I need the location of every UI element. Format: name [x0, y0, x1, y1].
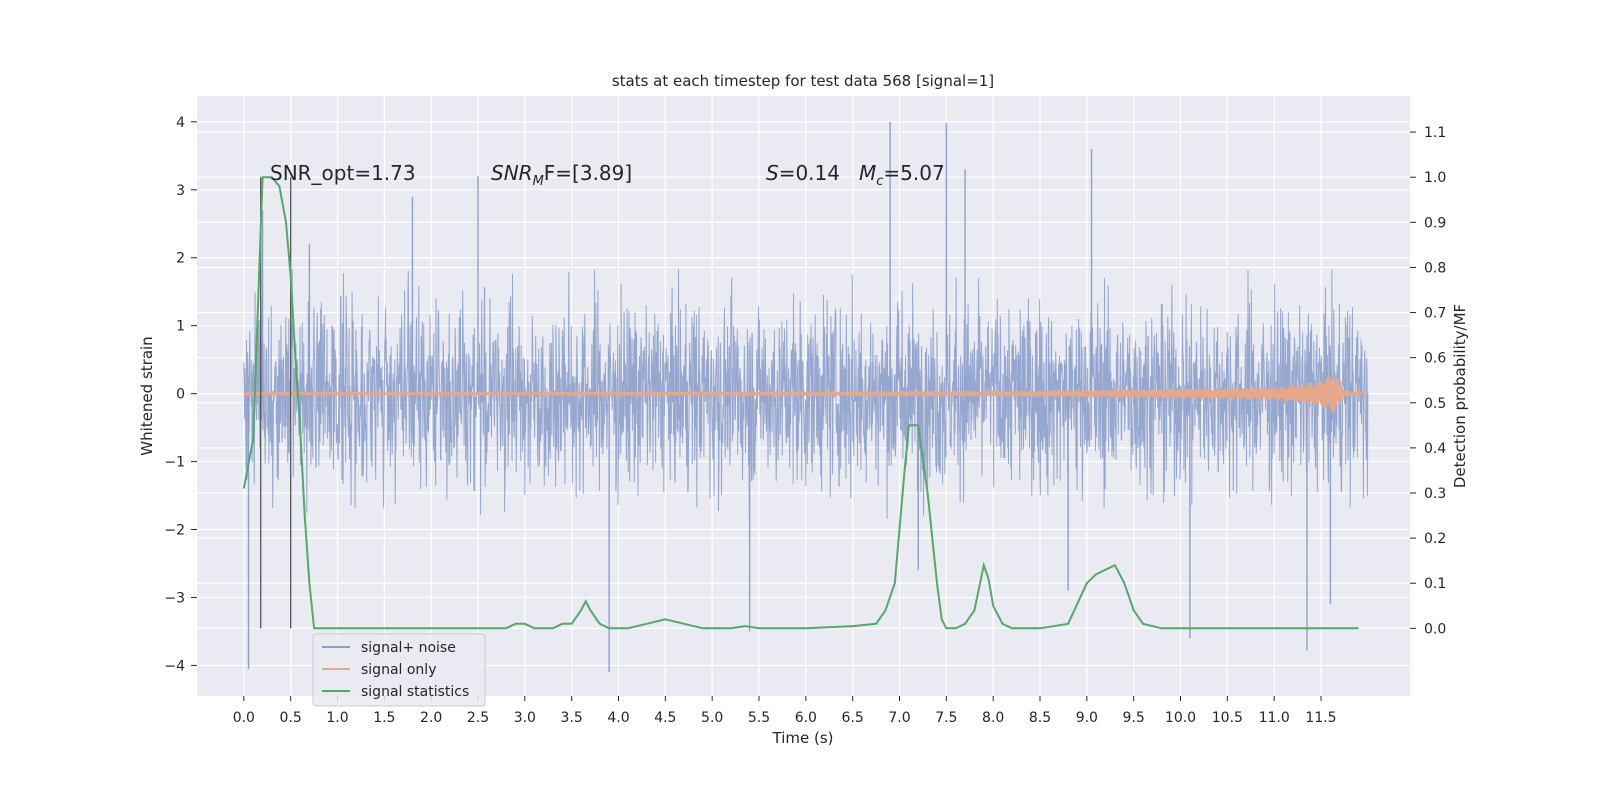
y-right-tick-label: 0.6 — [1424, 351, 1446, 367]
x-tick-label: 2.5 — [467, 710, 489, 726]
x-tick-label: 11.0 — [1259, 710, 1290, 726]
legend-label-signal-statistics: signal statistics — [361, 684, 469, 700]
snr-mf-subscript: M — [533, 174, 544, 189]
y-left-tick-label: 4 — [176, 115, 185, 131]
y-right-tick-label: 0.8 — [1424, 260, 1446, 276]
y-right-tick-label: 0.4 — [1424, 441, 1446, 457]
mc-subscript: c — [876, 174, 883, 189]
x-tick-label: 5.0 — [701, 710, 723, 726]
y-right-tick-label: 0.3 — [1424, 486, 1446, 502]
y-axis-left-ticks: −4 −3 −2 −1 0 1 2 3 4 — [164, 115, 197, 674]
y-left-tick-label: −1 — [164, 455, 185, 471]
x-tick-label: 9.0 — [1076, 710, 1098, 726]
signal-noise-line — [243, 269, 1369, 520]
y-left-tick-label: −2 — [164, 523, 185, 539]
x-tick-label: 10.0 — [1165, 710, 1196, 726]
series-signal-only — [243, 375, 1368, 414]
x-tick-label: 4.5 — [654, 710, 676, 726]
y-left-tick-label: 2 — [176, 251, 185, 267]
y-right-tick-label: 1.1 — [1424, 125, 1446, 141]
y-left-tick-label: 3 — [176, 183, 185, 199]
x-tick-label: 0.0 — [233, 710, 255, 726]
y-right-tick-label: 0.7 — [1424, 306, 1446, 322]
legend-label-signal-noise: signal+ noise — [361, 640, 456, 656]
y-right-tick-label: 0.9 — [1424, 215, 1446, 231]
x-tick-label: 1.5 — [373, 710, 395, 726]
y-right-tick-label: 0.1 — [1424, 576, 1446, 592]
x-tick-label: 6.5 — [842, 710, 864, 726]
y-axis-right-label: Detection probability/MF — [1451, 304, 1469, 488]
legend: signal+ noise signal only signal statist… — [312, 633, 486, 707]
s-label: S — [766, 161, 779, 185]
snr-mf-suffix: F=[3.89] — [544, 161, 632, 185]
legend-box — [312, 633, 486, 707]
series-signal-noise — [243, 121, 1369, 673]
signal-statistics-line — [242, 176, 1359, 630]
y-axis-right-ticks: 0.0 0.1 0.2 0.3 0.4 0.5 0.6 0.7 0.8 0.9 1.0 1.1 — [1410, 125, 1446, 637]
x-tick-label: 10.5 — [1212, 710, 1243, 726]
y-left-tick-label: 1 — [176, 319, 185, 335]
y-left-tick-label: 0 — [176, 387, 185, 403]
grid-lines — [197, 96, 1410, 696]
legend-label-signal-only: signal only — [361, 662, 436, 678]
x-tick-label: 3.5 — [561, 710, 583, 726]
y-right-tick-label: 0.5 — [1424, 396, 1446, 412]
x-tick-label: 8.0 — [982, 710, 1004, 726]
s-value: =0.14 — [779, 161, 840, 185]
signal-only-line — [243, 375, 1368, 414]
series-signal-statistics — [242, 176, 1359, 630]
y-right-tick-label: 1.0 — [1424, 170, 1446, 186]
x-tick-label: 2.0 — [420, 710, 442, 726]
x-tick-label: 3.0 — [514, 710, 536, 726]
y-axis-left-label: Whitened strain — [138, 336, 156, 455]
x-tick-label: 9.5 — [1123, 710, 1145, 726]
x-axis-ticks: 0.0 0.5 1.0 1.5 2.0 2.5 3.0 3.5 4.0 4.5 5.0 5.5 6.0 6… — [233, 696, 1337, 726]
mc-value: =5.07 — [883, 161, 944, 185]
annotation-snr-opt: SNR_opt=1.73 — [270, 161, 416, 185]
x-tick-label: 8.5 — [1029, 710, 1051, 726]
x-tick-label: 5.5 — [748, 710, 770, 726]
annotation-s: S=0.14 — [766, 161, 840, 185]
x-tick-label: 4.0 — [607, 710, 629, 726]
y-right-tick-label: 0.0 — [1424, 621, 1446, 637]
mc-label: M — [859, 161, 876, 185]
x-tick-label: 0.5 — [280, 710, 302, 726]
annotation-mc: Mc=5.07 — [859, 161, 945, 189]
x-tick-label: 6.0 — [795, 710, 817, 726]
chart-title: stats at each timestep for test data 568… — [612, 72, 994, 90]
x-tick-label: 7.0 — [888, 710, 910, 726]
y-left-tick-label: −3 — [164, 590, 185, 606]
x-axis-label: Time (s) — [772, 729, 834, 747]
y-right-tick-label: 0.2 — [1424, 531, 1446, 547]
snr-mf-prefix: SNR — [491, 161, 533, 185]
x-tick-label: 11.5 — [1305, 710, 1336, 726]
annotation-snr-mf: SNRMF=[3.89] — [491, 161, 632, 189]
x-tick-label: 1.0 — [326, 710, 348, 726]
y-left-tick-label: −4 — [164, 658, 185, 674]
x-tick-label: 7.5 — [935, 710, 957, 726]
